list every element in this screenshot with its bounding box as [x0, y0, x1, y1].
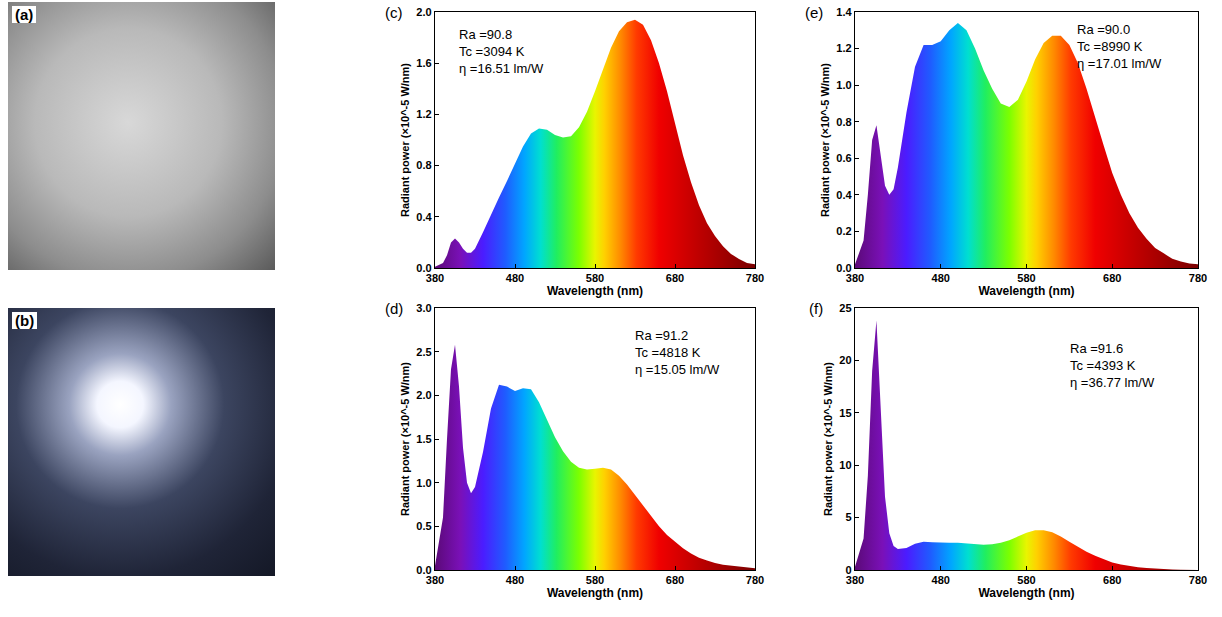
svg-text:780: 780: [746, 272, 764, 284]
svg-text:2.0: 2.0: [416, 389, 431, 401]
svg-text:0.6: 0.6: [836, 152, 851, 164]
html-text:(b): (b): [15, 312, 35, 329]
svg-text:10: 10: [839, 459, 851, 471]
svg-text:Wavelength (nm): Wavelength (nm): [547, 586, 643, 600]
html-text:(a): (a): [15, 6, 34, 23]
svg-text:Ra =91.6Tc =4393 Kη =36.77 lm/: Ra =91.6Tc =4393 Kη =36.77 lm/W: [1070, 341, 1155, 390]
svg-text:380: 380: [846, 272, 864, 284]
svg-text:(f): (f): [809, 300, 823, 317]
svg-text:680: 680: [1103, 272, 1121, 284]
svg-text:1.6: 1.6: [416, 57, 431, 69]
svg-text:2.0: 2.0: [416, 6, 431, 18]
svg-text:1.2: 1.2: [416, 108, 431, 120]
svg-text:(c): (c): [385, 4, 403, 21]
svg-text:1.5: 1.5: [416, 433, 431, 445]
svg-text:(e): (e): [805, 4, 823, 21]
svg-text:0.0: 0.0: [416, 564, 431, 576]
svg-text:20: 20: [839, 354, 851, 366]
svg-text:Wavelength (nm): Wavelength (nm): [547, 284, 643, 298]
svg-text:1.0: 1.0: [416, 477, 431, 489]
svg-text:580: 580: [1017, 272, 1035, 284]
svg-text:0.5: 0.5: [416, 520, 431, 532]
svg-text:Radiant power (×10^-5 W/nm): Radiant power (×10^-5 W/nm): [399, 63, 411, 217]
svg-text:Wavelength (nm): Wavelength (nm): [978, 284, 1074, 298]
svg-text:0.8: 0.8: [836, 116, 851, 128]
svg-text:0.0: 0.0: [836, 262, 851, 274]
svg-text:680: 680: [666, 272, 684, 284]
svg-text:Ra =91.2Tc =4818 Kη =15.05 lm/: Ra =91.2Tc =4818 Kη =15.05 lm/W: [635, 328, 720, 377]
svg-text:2.5: 2.5: [416, 346, 431, 358]
svg-text:0.4: 0.4: [836, 189, 852, 201]
svg-text:0.2: 0.2: [836, 225, 851, 237]
svg-text:780: 780: [1189, 272, 1207, 284]
svg-text:680: 680: [666, 574, 684, 586]
svg-text:1.4: 1.4: [836, 6, 852, 18]
svg-text:380: 380: [846, 574, 864, 586]
svg-text:Ra =90.0Tc =8990 Kη =17.01 lm/: Ra =90.0Tc =8990 Kη =17.01 lm/W: [1077, 22, 1162, 71]
svg-text:15: 15: [839, 407, 851, 419]
svg-text:Ra =90.8Tc =3094 Kη =16.51 lm/: Ra =90.8Tc =3094 Kη =16.51 lm/W: [459, 27, 544, 76]
svg-text:680: 680: [1103, 574, 1121, 586]
svg-text:480: 480: [506, 574, 524, 586]
svg-text:Radiant power (×10^-5 W/nm): Radiant power (×10^-5 W/nm): [822, 362, 834, 516]
svg-text:480: 480: [932, 574, 950, 586]
svg-text:780: 780: [746, 574, 764, 586]
svg-text:Wavelength (nm): Wavelength (nm): [978, 586, 1074, 600]
svg-text:1.2: 1.2: [836, 42, 851, 54]
svg-text:Radiant power (×10^-5 W/nm): Radiant power (×10^-5 W/nm): [819, 63, 831, 217]
svg-text:580: 580: [1017, 574, 1035, 586]
svg-text:580: 580: [586, 272, 604, 284]
svg-text:3.0: 3.0: [416, 302, 431, 314]
svg-text:Radiant power (×10^-5 W/nm): Radiant power (×10^-5 W/nm): [399, 362, 411, 516]
svg-text:580: 580: [586, 574, 604, 586]
svg-text:0.8: 0.8: [416, 159, 431, 171]
svg-text:5: 5: [845, 511, 851, 523]
svg-text:480: 480: [506, 272, 524, 284]
svg-text:780: 780: [1189, 574, 1207, 586]
svg-text:480: 480: [932, 272, 950, 284]
svg-text:1.0: 1.0: [836, 79, 851, 91]
svg-text:25: 25: [839, 302, 851, 314]
svg-text:0.4: 0.4: [416, 211, 432, 223]
svg-text:380: 380: [426, 574, 444, 586]
svg-text:380: 380: [426, 272, 444, 284]
svg-text:0.0: 0.0: [416, 262, 431, 274]
svg-text:0: 0: [845, 564, 851, 576]
svg-text:(d): (d): [385, 300, 403, 317]
